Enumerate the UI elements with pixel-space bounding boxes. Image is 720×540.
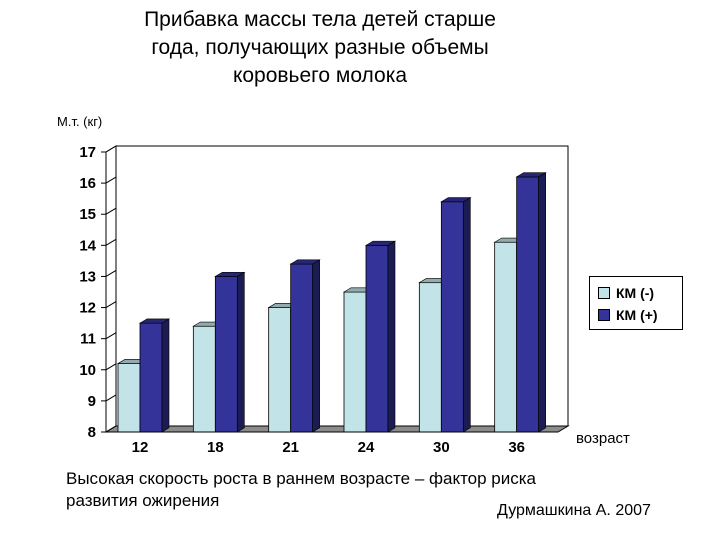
y-tick-label: 14 [79,237,96,254]
legend-item-km-plus: КМ (+) [598,307,658,323]
legend-swatch-km-plus [598,309,610,321]
y-grid-edge [105,363,117,371]
bar-side [161,318,170,433]
caption-line-1: Высокая скорость роста в раннем возрасте… [66,469,537,488]
y-tick-label: 12 [79,300,96,317]
bar-top [364,240,397,246]
legend: КМ (-) КМ (+) [589,276,683,330]
bar [268,307,292,433]
bar [365,244,389,433]
bar-top [440,197,472,203]
author-credit: Дурмашкина А. 2007 [497,502,651,519]
bar [418,282,442,433]
bar-top [515,172,547,178]
bar-side [312,259,320,433]
y-grid-edge [105,425,117,433]
bar [117,363,141,433]
x-axis-label: возраст [576,430,630,447]
caption: Высокая скорость роста в раннем возрасте… [66,468,666,512]
x-tick-label: 21 [282,439,299,456]
title-line-3: коровьего молока [232,64,408,87]
y-axis-label: М.т. (кг) [57,114,103,129]
y-tick-label: 17 [79,144,96,161]
y-tick-label: 10 [79,362,96,379]
bar-top [138,318,171,324]
bar [290,263,314,433]
bar-side [237,271,245,433]
bar [192,325,216,433]
y-tick-label: 15 [79,206,96,223]
y-tick-label: 16 [79,175,96,192]
y-grid-edge [105,301,117,308]
bar [494,241,518,433]
y-grid-edge [105,207,117,215]
legend-label-km-minus: КМ (-) [616,285,655,301]
back-wall [115,145,569,427]
bar-top [289,259,321,265]
x-tick-label: 24 [358,439,375,456]
bar-side [463,197,471,433]
bar-side [387,240,396,433]
left-wall [105,145,117,433]
legend-label-km-plus: КМ (+) [616,307,658,323]
y-grid-edge [105,332,117,340]
x-tick-label: 30 [433,439,450,456]
bar [214,276,238,433]
x-tick-label: 12 [132,439,149,456]
y-grid-edge [105,394,117,402]
y-grid-edge [105,270,117,277]
legend-item-km-minus: КМ (-) [598,285,654,301]
y-tick-label: 9 [88,393,96,410]
y-tick-label: 13 [79,268,96,285]
bar [343,291,367,433]
x-tick-label: 18 [207,439,224,456]
chart-title: Прибавка массы тела детей старше года, п… [60,6,580,90]
bar [516,176,540,433]
y-grid-edge [105,238,117,246]
legend-swatch-km-minus [598,287,610,299]
title-line-1: Прибавка массы тела детей старше [144,8,496,31]
y-tick-label: 11 [80,331,96,348]
title-line-2: года, получающих разные объемы [151,36,489,59]
bar [139,322,163,433]
bar-top [214,271,246,277]
y-tick-label: 8 [88,424,96,441]
y-grid-edge [105,145,117,153]
caption-line-2: развития ожирения [66,491,220,510]
bar [440,201,464,433]
bar-side [538,172,546,433]
y-grid-edge [105,176,117,184]
x-tick-label: 36 [508,439,525,456]
